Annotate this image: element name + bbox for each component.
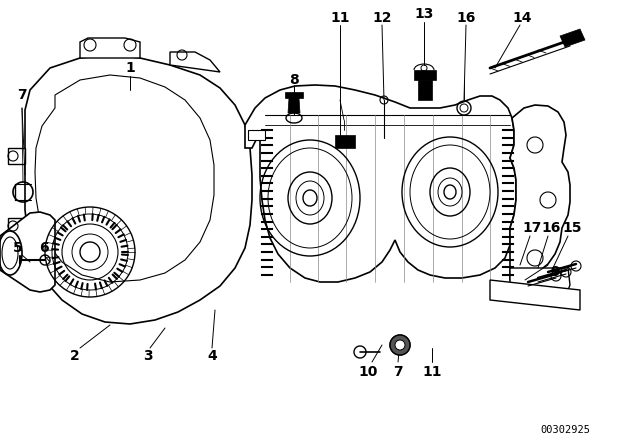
Text: 3: 3 xyxy=(143,349,153,363)
Circle shape xyxy=(395,340,405,350)
Text: 16: 16 xyxy=(456,11,476,25)
Polygon shape xyxy=(335,135,355,148)
Text: 2: 2 xyxy=(70,349,80,363)
Polygon shape xyxy=(285,92,303,98)
Text: 15: 15 xyxy=(563,221,582,235)
Text: 10: 10 xyxy=(358,365,378,379)
Text: 4: 4 xyxy=(207,349,217,363)
Text: 7: 7 xyxy=(17,88,27,102)
Text: 11: 11 xyxy=(330,11,349,25)
Text: 6: 6 xyxy=(39,241,49,255)
Text: 17: 17 xyxy=(522,221,541,235)
Polygon shape xyxy=(8,218,25,234)
Polygon shape xyxy=(248,130,265,140)
Polygon shape xyxy=(80,38,140,58)
Polygon shape xyxy=(414,70,436,80)
Polygon shape xyxy=(25,55,252,324)
Text: 12: 12 xyxy=(372,11,392,25)
Polygon shape xyxy=(510,268,570,302)
Text: 00302925: 00302925 xyxy=(540,425,590,435)
Polygon shape xyxy=(560,29,585,47)
Circle shape xyxy=(390,335,410,355)
Polygon shape xyxy=(170,52,220,72)
Text: 16: 16 xyxy=(541,221,561,235)
Text: 13: 13 xyxy=(414,7,434,21)
Text: 14: 14 xyxy=(512,11,532,25)
Polygon shape xyxy=(245,85,516,282)
Text: 8: 8 xyxy=(289,73,299,87)
Text: 1: 1 xyxy=(125,61,135,75)
Polygon shape xyxy=(35,75,214,282)
Text: 5: 5 xyxy=(13,241,23,255)
Polygon shape xyxy=(8,148,25,164)
Polygon shape xyxy=(418,80,432,100)
Text: 9: 9 xyxy=(550,265,560,279)
Polygon shape xyxy=(510,105,570,280)
Text: 7: 7 xyxy=(393,365,403,379)
Polygon shape xyxy=(288,98,300,113)
Polygon shape xyxy=(490,280,580,310)
Polygon shape xyxy=(0,212,55,292)
Text: 11: 11 xyxy=(422,365,442,379)
